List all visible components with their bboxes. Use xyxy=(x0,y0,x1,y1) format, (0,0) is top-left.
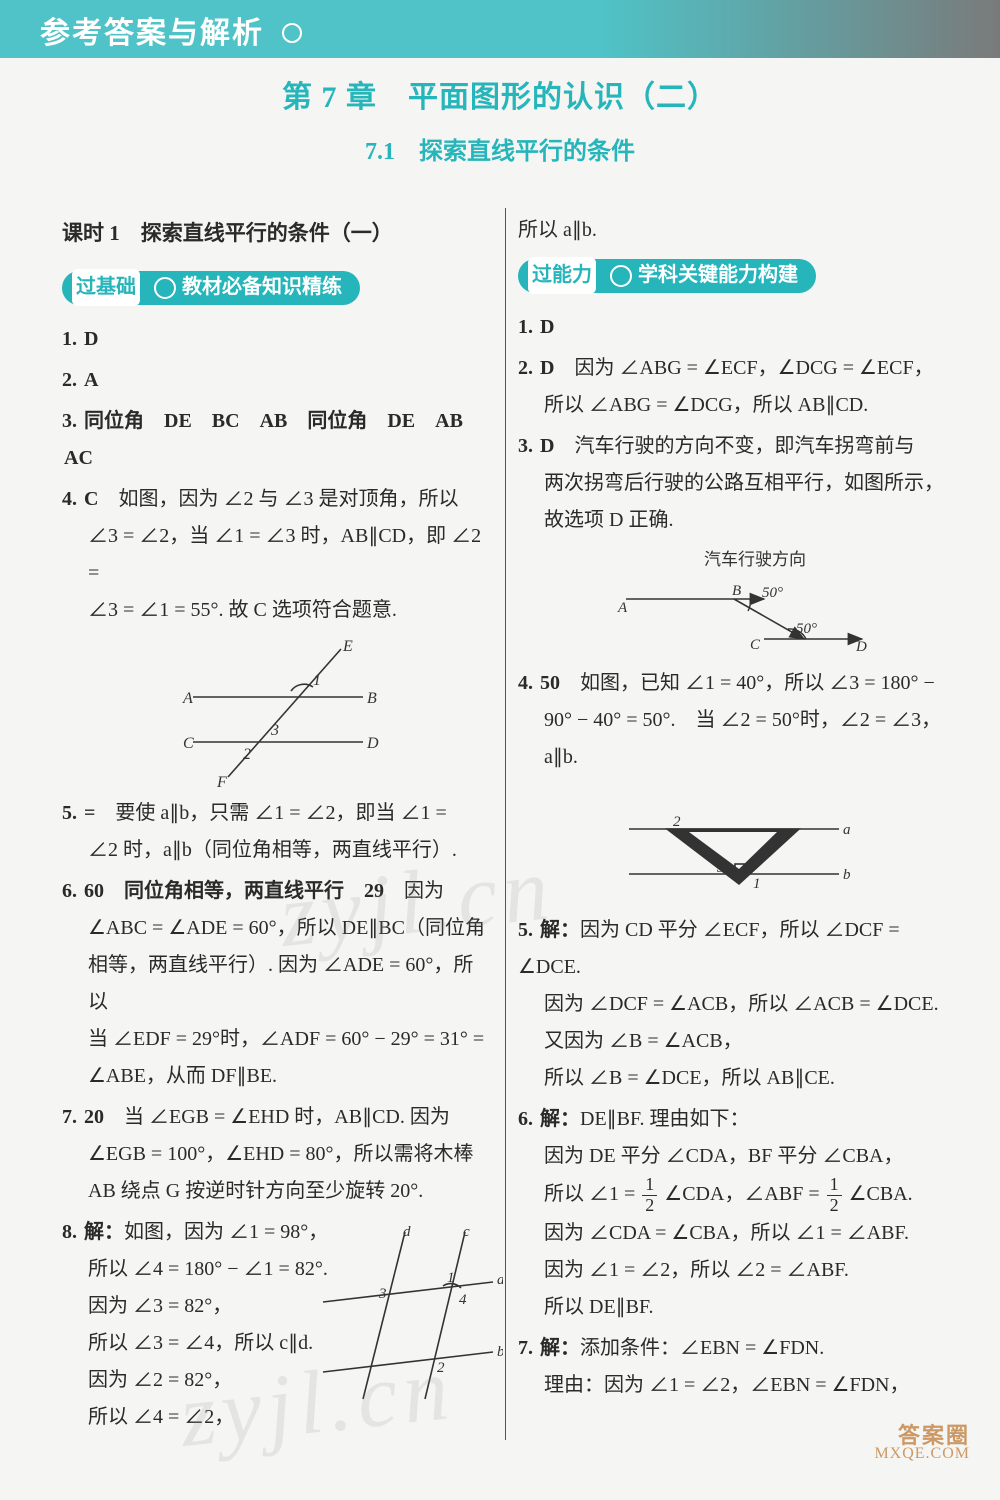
q7: 7. 20 当 ∠EGB = ∠EHD 时，AB∥CD. 因为 ∠EGB = 1… xyxy=(62,1099,493,1210)
top-continuation: 所以 a∥b. xyxy=(518,212,950,249)
q5: 5. = 要使 a∥b，只需 ∠1 = ∠2，即当 ∠1 = ∠2 时，a∥b（… xyxy=(62,795,493,869)
ability-pill: 过能力 学科关键能力构建 xyxy=(518,259,816,293)
basic-pill: 过基础 教材必备知识精练 xyxy=(62,271,360,305)
right-column: 所以 a∥b. 过能力 学科关键能力构建 1. D 2. D 因为 ∠ABG =… xyxy=(506,208,962,1440)
medal-icon xyxy=(610,265,632,287)
svg-text:D: D xyxy=(366,735,379,752)
svg-text:2: 2 xyxy=(437,1360,445,1376)
rq4: 4. 50 如图，已知 ∠1 = 40°，所以 ∠3 = 180° − 90° … xyxy=(518,665,950,776)
svg-text:3: 3 xyxy=(716,860,725,876)
svg-text:3: 3 xyxy=(378,1286,387,1302)
svg-text:A: A xyxy=(182,690,193,707)
top-banner: 参考答案与解析 xyxy=(0,0,1000,58)
rq7: 7. 解：添加条件：∠EBN = ∠FDN. 理由：因为 ∠1 = ∠2，∠EB… xyxy=(518,1330,950,1404)
two-column-content: 课时 1 探索直线平行的条件（一） 过基础 教材必备知识精练 1. D 2. A… xyxy=(0,188,1000,1450)
figure-q8-left: a b d c 14 3 2 xyxy=(313,1224,503,1414)
figure-q4-right: 2 a 3 1 b xyxy=(609,784,859,904)
q6: 6. 60 同位角相等，两直线平行 29 因为 ∠ABC = ∠ADE = 60… xyxy=(62,873,493,1095)
svg-text:汽车行驶方向: 汽车行驶方向 xyxy=(704,550,806,569)
rq1: 1. D xyxy=(518,309,950,346)
banner-circle-icon xyxy=(282,23,302,43)
svg-text:c: c xyxy=(463,1224,470,1240)
svg-text:1: 1 xyxy=(313,672,321,689)
svg-text:B: B xyxy=(732,583,741,599)
q8: 8. 解：如图，因为 ∠1 = 98°， 所以 ∠4 = 180° − ∠1 =… xyxy=(62,1214,493,1436)
q4: 4. C 如图，因为 ∠2 与 ∠3 是对顶角，所以 ∠3 = ∠2，当 ∠1 … xyxy=(62,481,493,629)
svg-text:b: b xyxy=(843,867,851,883)
svg-text:b: b xyxy=(497,1344,503,1360)
rq5: 5. 解：因为 CD 平分 ∠ECF，所以 ∠DCF = ∠DCE. 因为 ∠D… xyxy=(518,912,950,1097)
footer-url: MXQE.COM xyxy=(874,1439,970,1469)
svg-text:4: 4 xyxy=(459,1292,467,1308)
rq3: 3. D 汽车行驶的方向不变，即汽车拐弯前与 两次拐弯后行驶的公路互相平行，如图… xyxy=(518,428,950,539)
svg-text:1: 1 xyxy=(447,1270,455,1286)
svg-text:a: a xyxy=(497,1272,503,1288)
svg-text:3: 3 xyxy=(270,722,279,739)
left-column: 课时 1 探索直线平行的条件（一） 过基础 教材必备知识精练 1. D 2. A… xyxy=(50,208,506,1440)
frac-line: 所以 ∠1 = 12 ∠CDA，∠ABF = 12 ∠CBA. xyxy=(544,1175,950,1216)
figure-q3-right: 汽车行驶方向 A B 50° C 50° D xyxy=(594,547,874,657)
q1: 1. D xyxy=(62,321,493,358)
svg-text:C: C xyxy=(750,637,761,653)
q3: 3. 同位角 DE BC AB 同位角 DE AB AC xyxy=(62,403,493,477)
svg-text:B: B xyxy=(367,690,377,707)
section-title: 7.1 探索直线平行的条件 xyxy=(0,130,1000,174)
svg-text:E: E xyxy=(342,638,353,655)
pill-text: 教材必备知识精练 xyxy=(182,269,342,306)
svg-text:1: 1 xyxy=(753,876,761,892)
clipboard-icon xyxy=(154,277,176,299)
q2: 2. A xyxy=(62,362,493,399)
svg-text:a: a xyxy=(843,822,851,838)
rq2: 2. D 因为 ∠ABG = ∠ECF，∠DCG = ∠ECF， 所以 ∠ABG… xyxy=(518,350,950,424)
svg-text:D: D xyxy=(855,639,867,655)
svg-text:50°: 50° xyxy=(796,621,817,637)
svg-text:2: 2 xyxy=(243,746,251,763)
svg-text:C: C xyxy=(183,735,194,752)
pill-tag: 过能力 xyxy=(528,257,596,294)
pill-text: 学科关键能力构建 xyxy=(638,257,798,294)
chapter-title: 第 7 章 平面图形的认识（二） xyxy=(0,70,1000,126)
svg-text:50°: 50° xyxy=(762,585,783,601)
pill-tag: 过基础 xyxy=(72,269,140,306)
svg-text:d: d xyxy=(403,1224,411,1240)
figure-q4-left: A B C D E F 1 2 3 xyxy=(173,637,383,787)
rq6: 6. 解：DE∥BF. 理由如下： 因为 DE 平分 ∠CDA，BF 平分 ∠C… xyxy=(518,1101,950,1327)
lesson-title: 课时 1 探索直线平行的条件（一） xyxy=(62,214,493,253)
svg-text:2: 2 xyxy=(673,814,681,830)
svg-text:A: A xyxy=(617,600,628,616)
svg-text:F: F xyxy=(216,774,227,787)
banner-text: 参考答案与解析 xyxy=(40,17,264,50)
